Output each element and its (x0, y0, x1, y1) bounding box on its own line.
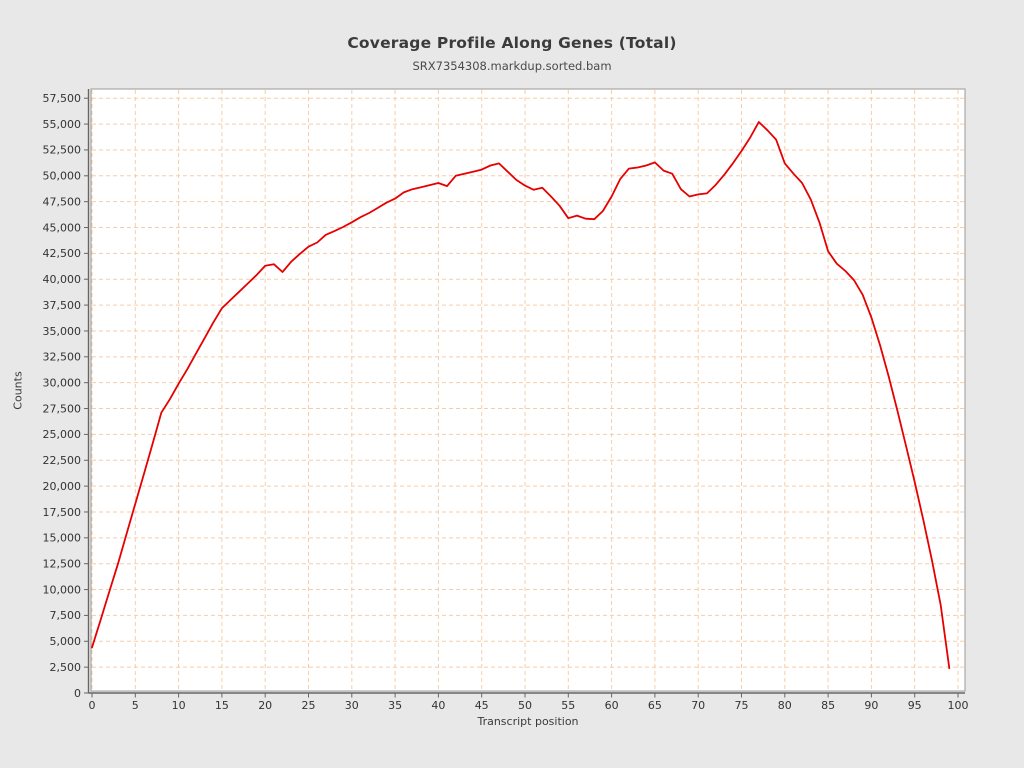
y-tick-label: 10,000 (43, 583, 82, 596)
y-tick-label: 27,500 (43, 402, 82, 415)
y-tick-label: 55,000 (43, 118, 82, 131)
x-tick-label: 30 (345, 699, 359, 712)
y-tick-label: 17,500 (43, 506, 82, 519)
x-tick-label: 35 (388, 699, 402, 712)
x-tick-label: 65 (648, 699, 662, 712)
plot-border (90, 88, 966, 692)
x-tick-label: 20 (258, 699, 272, 712)
y-tick-label: 22,500 (43, 454, 82, 467)
x-tick-label: 55 (561, 699, 575, 712)
y-axis-title: Counts (11, 371, 25, 410)
x-tick-label: 60 (605, 699, 619, 712)
x-tick-label: 50 (518, 699, 532, 712)
plot-area (91, 89, 965, 691)
axis-tick-labels: 0 2,500 5,000 7,500 10,000 12,500 15,000 17,500… (43, 92, 969, 712)
y-tick-label: 50,000 (43, 170, 82, 183)
y-tick-label: 25,000 (43, 428, 82, 441)
x-tick-label: 5 (132, 699, 139, 712)
y-tick-label: 42,500 (43, 247, 82, 260)
y-tick-label: 45,000 (43, 221, 82, 234)
y-tick-label: 7,500 (50, 609, 82, 622)
y-tick-label: 0 (74, 687, 81, 700)
y-tick-label: 37,500 (43, 299, 82, 312)
x-tick-label: 40 (431, 699, 445, 712)
x-tick-label: 80 (778, 699, 792, 712)
y-tick-label: 35,000 (43, 325, 82, 338)
x-tick-label: 45 (475, 699, 489, 712)
y-tick-label: 40,000 (43, 273, 82, 286)
x-tick-label: 95 (908, 699, 922, 712)
x-tick-label: 15 (215, 699, 229, 712)
y-tick-label: 30,000 (43, 376, 82, 389)
x-tick-label: 75 (735, 699, 749, 712)
chart-title: Coverage Profile Along Genes (Total) (347, 34, 677, 52)
y-tick-label: 20,000 (43, 480, 82, 493)
axis-ticks (84, 97, 959, 698)
y-tick-label: 2,500 (50, 661, 82, 674)
y-tick-label: 57,500 (43, 92, 82, 105)
chart-subtitle: SRX7354308.markdup.sorted.bam (412, 59, 612, 73)
gridlines (91, 90, 964, 690)
y-tick-label: 52,500 (43, 144, 82, 157)
x-tick-label: 85 (821, 699, 835, 712)
y-tick-label: 47,500 (43, 195, 82, 208)
y-tick-label: 12,500 (43, 558, 82, 571)
coverage-series-line (91, 121, 951, 670)
x-tick-label: 90 (864, 699, 878, 712)
x-tick-label: 70 (691, 699, 705, 712)
x-tick-label: 10 (172, 699, 186, 712)
x-axis-title: Transcript position (477, 715, 579, 728)
x-tick-label: 25 (302, 699, 316, 712)
y-tick-label: 32,500 (43, 351, 82, 364)
x-tick-label: 0 (89, 699, 96, 712)
y-tick-label: 5,000 (50, 635, 82, 648)
x-tick-label: 100 (948, 699, 969, 712)
y-tick-label: 15,000 (43, 532, 82, 545)
